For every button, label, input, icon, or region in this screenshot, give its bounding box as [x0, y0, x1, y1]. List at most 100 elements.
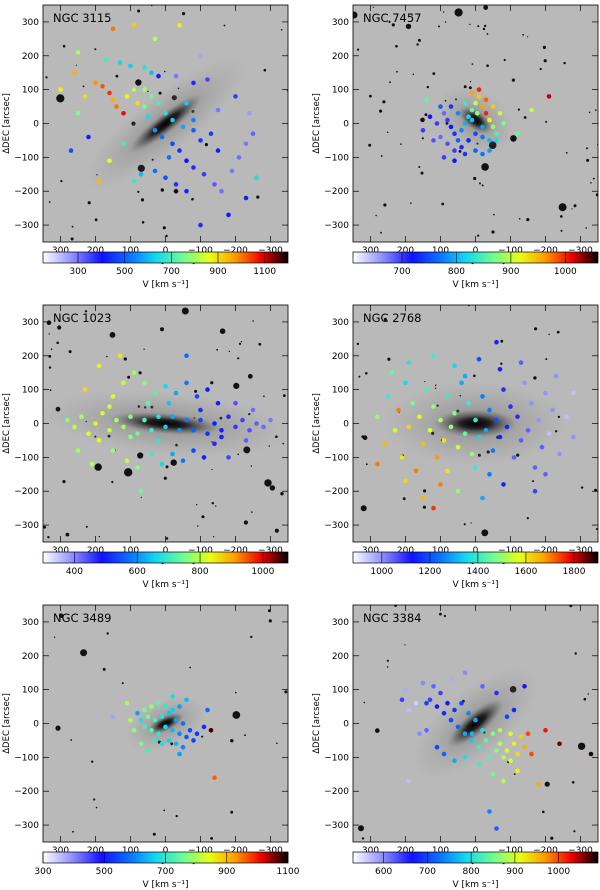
- background-star: [441, 202, 445, 206]
- velocity-point: [494, 417, 499, 423]
- background-star: [481, 529, 489, 537]
- background-star: [163, 809, 166, 812]
- velocity-point: [107, 158, 112, 163]
- background-star: [368, 143, 372, 147]
- velocity-point: [229, 168, 235, 174]
- background-star: [458, 150, 462, 153]
- velocity-point: [431, 505, 436, 511]
- velocity-point: [117, 60, 123, 65]
- x-tick-label: −200: [533, 846, 558, 856]
- background-star: [417, 38, 421, 42]
- velocity-point: [511, 455, 517, 460]
- velocity-point: [473, 100, 478, 106]
- velocity-point: [170, 141, 175, 147]
- background-star: [380, 155, 383, 157]
- velocity-point: [124, 700, 130, 706]
- background-star: [197, 525, 199, 527]
- background-star: [162, 226, 166, 230]
- velocity-point: [93, 80, 98, 86]
- background-star: [545, 120, 548, 123]
- x-tick-label: 200: [397, 546, 414, 556]
- velocity-point: [159, 134, 165, 140]
- background-star: [250, 635, 253, 639]
- background-star: [160, 327, 164, 332]
- velocity-point: [166, 400, 172, 406]
- background-star: [481, 163, 489, 171]
- background-star: [358, 825, 364, 832]
- velocity-point: [588, 751, 594, 757]
- velocity-point: [385, 394, 391, 399]
- y-axis-label: ΔDEC [arcsec]: [312, 93, 322, 154]
- velocity-point: [191, 448, 196, 453]
- colorbar-gradient: [42, 251, 289, 264]
- velocity-point: [497, 111, 503, 116]
- velocity-point: [198, 138, 203, 143]
- background-star: [201, 735, 204, 738]
- velocity-point: [532, 465, 538, 470]
- colorbar-tick-label: 700: [419, 867, 436, 877]
- background-star: [163, 476, 167, 480]
- velocity-point: [156, 100, 161, 106]
- velocity-point: [550, 407, 555, 413]
- background-star: [383, 317, 387, 322]
- background-star: [211, 468, 213, 471]
- y-tick-label: 300: [22, 618, 39, 628]
- velocity-point: [473, 465, 478, 470]
- background-star: [189, 666, 192, 669]
- velocity-point: [149, 728, 154, 733]
- velocity-point: [58, 87, 63, 92]
- velocity-point: [142, 380, 147, 386]
- background-star: [175, 814, 178, 818]
- background-star: [82, 85, 85, 88]
- velocity-point: [480, 684, 485, 689]
- velocity-point: [424, 97, 429, 103]
- background-star: [400, 143, 402, 145]
- velocity-point: [431, 138, 436, 143]
- x-tick-label: 300: [52, 246, 69, 256]
- velocity-point: [159, 461, 165, 467]
- background-star: [356, 342, 360, 346]
- velocity-point: [184, 380, 189, 386]
- x-tick-label: 200: [397, 246, 414, 256]
- sky-image: [43, 305, 288, 542]
- velocity-point: [452, 148, 457, 153]
- background-star: [228, 350, 231, 353]
- background-star: [256, 195, 260, 199]
- background-star: [65, 532, 70, 537]
- background-star: [143, 348, 145, 350]
- colorbar-gradient: [352, 551, 599, 564]
- x-tick-label: −200: [533, 546, 558, 556]
- velocity-point: [243, 141, 249, 147]
- velocity-point: [166, 738, 172, 743]
- background-star: [595, 193, 598, 197]
- background-star: [357, 48, 360, 51]
- velocity-point: [455, 138, 461, 143]
- colorbar: 600 700 800 900 1000 V [km s⁻¹]: [352, 851, 599, 890]
- background-star: [223, 24, 226, 27]
- velocity-point: [462, 431, 468, 436]
- velocity-point: [138, 717, 144, 723]
- background-star: [194, 389, 198, 393]
- velocity-point: [152, 128, 158, 133]
- background-star: [258, 342, 262, 346]
- y-tick-label: 300: [332, 318, 349, 328]
- velocity-point: [459, 380, 464, 386]
- velocity-point: [529, 751, 534, 757]
- velocity-point: [152, 390, 158, 396]
- background-star: [84, 310, 88, 313]
- y-tick-label: 0: [343, 120, 349, 130]
- velocity-point: [518, 360, 524, 365]
- velocity-point: [163, 384, 168, 389]
- velocity-point: [145, 400, 151, 406]
- panel-title: NGC 3489: [53, 611, 111, 625]
- velocity-point: [434, 744, 440, 750]
- background-star: [569, 605, 573, 608]
- velocity-point: [473, 417, 478, 423]
- colorbar-tick-label: 900: [502, 267, 519, 277]
- colorbar-tick-label: 900: [506, 867, 523, 877]
- background-star: [595, 528, 598, 530]
- background-star: [558, 203, 567, 212]
- x-tick-label: 200: [87, 546, 104, 556]
- colorbar-tick-label: 900: [209, 267, 226, 277]
- velocity-point: [240, 417, 245, 423]
